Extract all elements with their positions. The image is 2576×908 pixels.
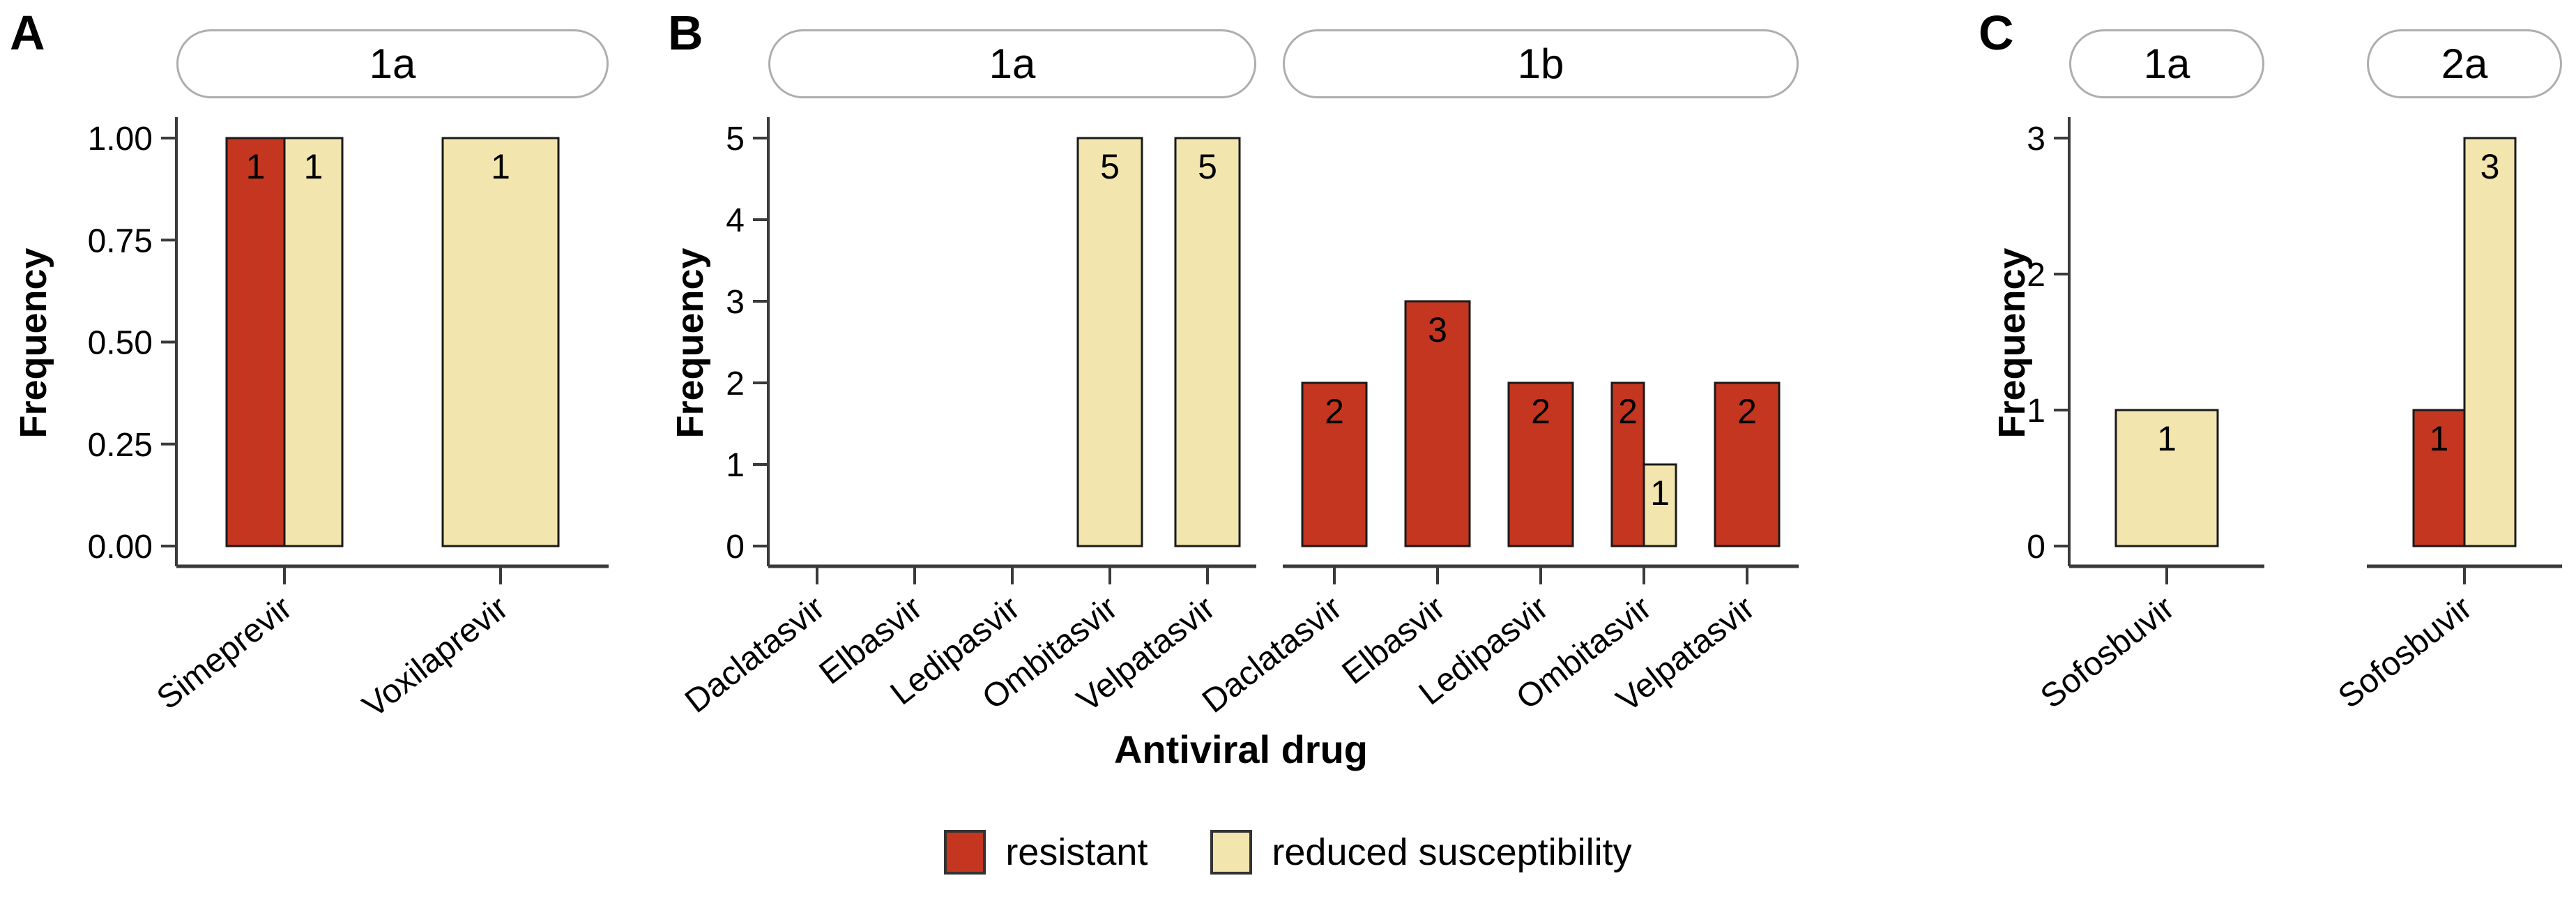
bar-value-label: 1 [1650, 474, 1670, 513]
y-axis-title: Frequency [13, 248, 54, 439]
y-tick-label: 1 [726, 447, 745, 484]
y-tick-label: 2 [726, 365, 745, 402]
facet-strip-label: 1a [2143, 40, 2190, 87]
bar-reduced-susceptibility [283, 137, 344, 547]
panel-letter-b: B [668, 6, 703, 60]
bar-resistant [1301, 381, 1368, 547]
panel-letter-c: C [1979, 6, 2014, 60]
bar-resistant [1404, 300, 1471, 547]
x-axis-title: Antiviral drug [1113, 727, 1369, 771]
facet-strip: 1a [2069, 29, 2264, 98]
bar-value-label: 1 [246, 147, 266, 186]
bar-reduced-susceptibility [1643, 463, 1677, 547]
bar-reduced-susceptibility [441, 137, 560, 547]
y-tick-label: 5 [726, 121, 745, 158]
bar-resistant [1507, 381, 1574, 547]
bar-value-label: 5 [1198, 147, 1217, 186]
legend-swatch-resistant [944, 830, 986, 875]
y-tick-label: 3 [2027, 121, 2045, 158]
panel-letter-a: A [10, 6, 45, 60]
bar-reduced-susceptibility [1174, 137, 1241, 547]
y-tick-label: 1 [2027, 393, 2045, 430]
bar-value-label: 2 [1531, 392, 1550, 431]
bar-value-label: 1 [491, 147, 510, 186]
facet-strip: 2a [2367, 29, 2562, 98]
bar-value-label: 3 [1428, 310, 1447, 349]
legend-item-reduced-susceptibility: reduced susceptibility [1210, 830, 1632, 875]
legend-swatch-reduced-susceptibility [1210, 830, 1253, 875]
facet-strip: 1b [1283, 29, 1799, 98]
bar-value-label: 1 [304, 147, 323, 186]
facet-strip-label: 2a [2441, 40, 2488, 87]
legend: resistant reduced susceptibility [0, 830, 2576, 875]
panel-b-plot: 543210DaclatasvirElbasvirLedipasvirOmbit… [678, 117, 1799, 720]
bar-resistant [1610, 381, 1645, 547]
legend-label: resistant [1005, 831, 1148, 873]
bar-value-label: 2 [1737, 392, 1757, 431]
y-tick-label: 0.50 [88, 325, 153, 362]
bar-value-label: 1 [2430, 419, 2449, 458]
facet-strip-label: 1b [1517, 40, 1564, 87]
bar-resistant [225, 137, 286, 547]
bar-value-label: 3 [2480, 147, 2500, 186]
bar-reduced-susceptibility [2114, 409, 2219, 547]
legend-item-resistant: resistant [944, 830, 1148, 875]
legend-label: reduced susceptibility [1272, 831, 1632, 873]
facet-strip: 1a [768, 29, 1256, 98]
x-category-label: Simeprevir [150, 589, 298, 717]
y-tick-label: 0.75 [88, 222, 153, 259]
bar-resistant [1714, 381, 1781, 547]
y-tick-label: 3 [726, 284, 745, 321]
panel-c-plot: 3 2 1 0 Sofosbuvir 1 Sofosbuvir 1 3 [2027, 117, 2562, 716]
x-category-label: Daclatasvir [678, 589, 832, 720]
bar-value-label: 2 [1618, 392, 1638, 431]
x-category-label: Sofosbuvir [2331, 589, 2478, 716]
bar-value-label: 5 [1100, 147, 1120, 186]
y-tick-label: 0 [2027, 529, 2045, 566]
facet-strip: 1a [176, 29, 609, 98]
y-tick-label: 2 [2027, 257, 2045, 294]
facet-strip-label: 1a [989, 40, 1036, 87]
bar-reduced-susceptibility [1076, 137, 1143, 547]
x-category-label: Voxilaprevir [356, 589, 515, 725]
y-tick-label: 0.00 [88, 529, 153, 566]
bar-value-label: 1 [2157, 419, 2177, 458]
y-tick-label: 1.00 [88, 121, 153, 158]
bar-value-label: 2 [1325, 392, 1344, 431]
facet-strip-label: 1a [369, 40, 416, 87]
y-tick-label: 4 [726, 202, 745, 239]
y-tick-label: 0.25 [88, 427, 153, 464]
x-category-label: Daclatasvir [1196, 589, 1349, 720]
x-category-label: Sofosbuvir [2034, 589, 2181, 716]
y-tick-label: 0 [726, 529, 745, 566]
bar-reduced-susceptibility [2463, 137, 2517, 547]
